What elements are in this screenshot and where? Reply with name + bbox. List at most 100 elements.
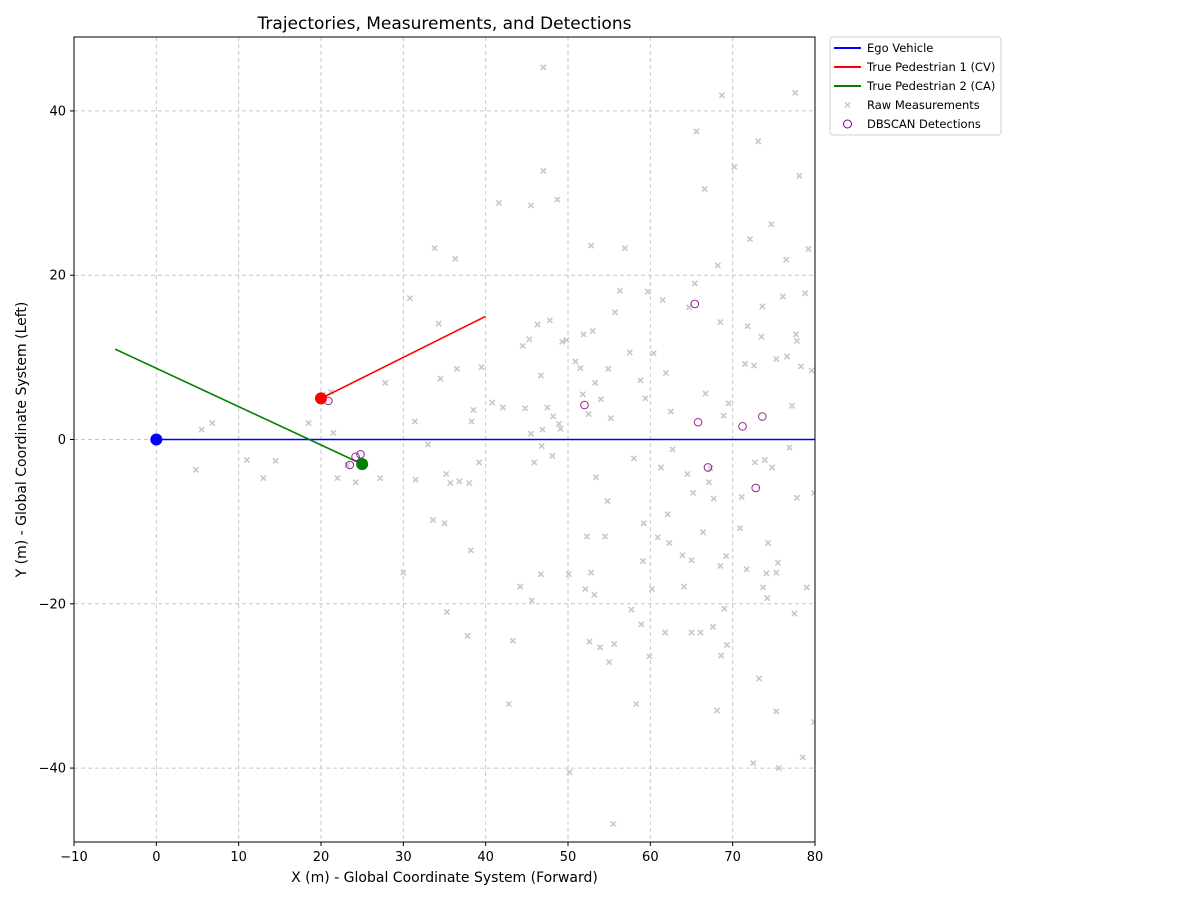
raw-measurement-point — [517, 583, 524, 590]
raw-measurement-stroke — [192, 466, 200, 474]
raw-measurement-stroke — [592, 379, 599, 386]
raw-measurement-stroke — [585, 410, 592, 418]
raw-measurement-point — [644, 288, 652, 295]
raw-measurement-stroke — [505, 700, 512, 708]
raw-measurement-point — [192, 466, 200, 474]
raw-measurement-stroke — [466, 479, 473, 487]
raw-measurement-stroke — [586, 638, 593, 645]
raw-measurement-point — [557, 425, 564, 432]
raw-measurement-point — [707, 465, 714, 472]
raw-measurement-stroke — [679, 552, 686, 559]
raw-measurement-point — [540, 64, 547, 71]
raw-measurement-point — [801, 290, 809, 297]
raw-measurement-point — [470, 406, 477, 414]
raw-measurement-point — [478, 364, 485, 371]
raw-measurement-stroke — [519, 342, 526, 350]
dbscan-detection-point — [356, 449, 365, 459]
raw-measurement-stroke — [799, 754, 806, 761]
raw-measurement-point — [443, 608, 451, 616]
raw-measurement-point — [639, 557, 647, 565]
raw-measurement-stroke — [442, 470, 450, 478]
raw-measurement-stroke — [478, 364, 485, 371]
raw-measurement-stroke — [662, 369, 670, 377]
raw-measurement-point — [638, 621, 645, 628]
raw-measurement-point — [198, 426, 205, 433]
raw-measurement-stroke — [773, 708, 780, 715]
raw-measurement-point — [582, 585, 589, 593]
raw-measurement-point — [808, 367, 815, 374]
raw-measurement-stroke — [717, 318, 724, 326]
raw-measurement-stroke — [746, 235, 754, 243]
raw-measurement-point — [799, 754, 806, 761]
raw-measurement-point — [610, 820, 617, 828]
raw-measurement-point — [761, 456, 768, 464]
raw-measurement-stroke — [705, 479, 712, 486]
raw-measurement-point — [456, 478, 463, 485]
raw-measurement-point — [209, 419, 216, 427]
raw-measurement-point — [628, 606, 635, 613]
raw-measurement-stroke — [452, 255, 459, 262]
raw-measurement-stroke — [592, 474, 600, 481]
raw-measurement-stroke — [527, 202, 535, 209]
raw-measurement-stroke — [684, 470, 691, 478]
raw-measurement-stroke — [697, 629, 704, 636]
raw-measurement-stroke — [626, 349, 633, 356]
raw-measurement-point — [377, 474, 384, 482]
raw-measurement-point — [616, 287, 624, 294]
raw-measurement-stroke — [330, 429, 337, 437]
dbscan-detection-point — [758, 412, 767, 421]
legend-label: DBSCAN Detections — [867, 117, 981, 131]
raw-measurement-stroke — [775, 764, 782, 772]
raw-measurement-stroke — [769, 464, 776, 471]
raw-measurement-point — [680, 583, 688, 590]
raw-measurement-point — [702, 390, 709, 397]
y-tick-label: −20 — [39, 597, 66, 612]
x-tick-label: 80 — [807, 850, 824, 865]
raw-measurement-point — [759, 303, 766, 310]
raw-measurement-stroke — [554, 196, 561, 203]
raw-measurement-point — [717, 652, 725, 659]
raw-measurement-point — [741, 360, 749, 368]
raw-measurement-point — [412, 476, 419, 483]
raw-measurement-point — [592, 474, 600, 481]
raw-measurement-stroke — [759, 303, 766, 310]
raw-measurement-stroke — [793, 494, 801, 501]
raw-measurement-point — [701, 185, 708, 193]
raw-measurement-stroke — [587, 242, 595, 249]
raw-measurement-point — [774, 559, 782, 566]
y-axis-label: Y (m) - Global Coordinate System (Left) — [14, 302, 30, 579]
raw-measurement-point — [411, 418, 419, 425]
raw-measurement-stroke — [447, 479, 454, 487]
raw-measurement-stroke — [725, 400, 732, 407]
raw-measurement-stroke — [607, 414, 614, 422]
raw-measurement-point — [586, 638, 593, 645]
raw-measurement-stroke — [759, 584, 767, 591]
raw-measurement-point — [550, 413, 557, 420]
raw-measurement-stroke — [531, 459, 538, 466]
raw-measurement-point — [611, 309, 619, 316]
raw-measurement-point — [664, 511, 671, 518]
raw-measurement-point — [688, 557, 695, 564]
raw-measurement-stroke — [648, 585, 656, 593]
raw-measurement-point — [722, 552, 730, 560]
raw-measurement-point — [763, 570, 770, 577]
raw-measurement-stroke — [587, 569, 595, 576]
raw-measurement-point — [272, 457, 279, 465]
raw-measurement-stroke — [305, 419, 312, 427]
raw-measurement-point — [610, 640, 618, 648]
raw-measurement-stroke — [411, 418, 419, 425]
raw-measurement-point — [591, 591, 598, 598]
raw-measurement-stroke — [773, 355, 780, 363]
raw-measurement-stroke — [680, 583, 688, 590]
raw-measurement-stroke — [774, 559, 782, 566]
raw-measurement-stroke — [638, 621, 645, 628]
raw-measurement-stroke — [577, 364, 584, 372]
raw-measurement-point — [528, 597, 535, 604]
legend: Ego Vehicle True Pedestrian 1 (CV) True Pe… — [829, 36, 1002, 136]
raw-measurement-stroke — [572, 358, 579, 365]
raw-measurement-stroke — [786, 444, 793, 451]
raw-measurement-point — [621, 244, 628, 252]
raw-measurement-stroke — [563, 336, 570, 344]
raw-measurement-point — [693, 128, 700, 135]
